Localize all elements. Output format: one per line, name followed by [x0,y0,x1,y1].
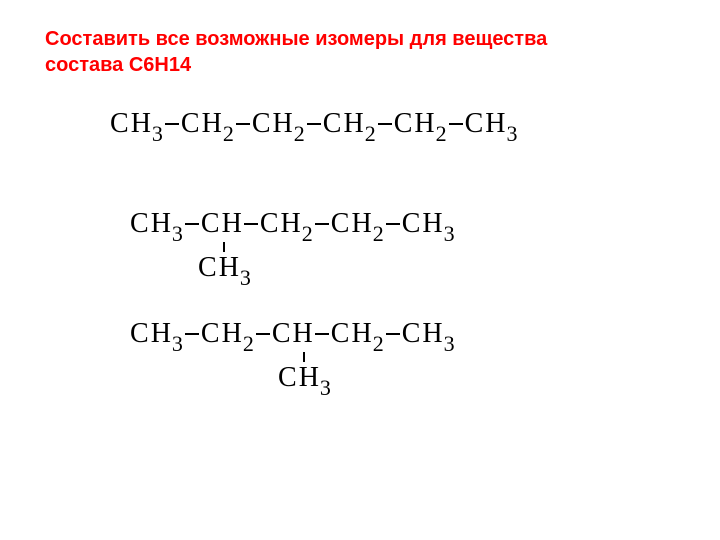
carbon: C [465,110,484,138]
hydrogen: H [222,210,242,238]
carbon: C [402,210,421,238]
subscript: 3 [507,123,518,145]
bond [185,333,199,335]
hydrogen: H [351,320,371,348]
subscript: 2 [373,333,384,355]
subscript: 3 [152,123,163,145]
ch-unit: CH [201,210,242,238]
bond [244,223,258,225]
carbon: C [278,364,297,392]
bond [185,223,199,225]
hydrogen: H [202,110,222,138]
subscript: 2 [365,123,376,145]
subscript: 3 [240,267,251,289]
bond [236,123,250,125]
carbon: C [260,210,279,238]
hydrogen: H [414,110,434,138]
page-title: Составить все возможные изомеры для веще… [45,26,547,78]
vertical-bond [223,242,225,252]
subscript: 2 [294,123,305,145]
title-line-1: Составить все возможные изомеры для веще… [45,26,547,52]
hydrogen: H [293,320,313,348]
carbon: C [252,110,271,138]
vertical-bond [303,352,305,362]
bond [165,123,179,125]
ch-unit: CH2 [394,110,447,138]
subscript: 2 [243,333,254,355]
branch-unit: CH3 [278,364,331,392]
bond [386,223,400,225]
ch-unit: CH3 [110,110,163,138]
formula-1: CH3 CH2 CH2 CH2 CH2 CH3 [110,110,518,138]
bond [378,123,392,125]
subscript: 2 [302,223,313,245]
branch: CH3 [278,352,331,392]
ch-unit: CH3 [465,110,518,138]
ch-unit: CH3 [130,320,183,348]
hydrogen: H [299,364,319,392]
branch-unit: CH3 [198,254,251,282]
carbon: C [272,320,291,348]
carbon: C [201,320,220,348]
hydrogen: H [222,320,242,348]
bond [256,333,270,335]
subscript: 2 [223,123,234,145]
hydrogen: H [281,210,301,238]
hydrogen: H [151,320,171,348]
ch-unit: CH2 [260,210,313,238]
carbon: C [181,110,200,138]
carbon: C [110,110,129,138]
hydrogen: H [422,320,442,348]
hydrogen: H [351,210,371,238]
carbon: C [394,110,413,138]
carbon: C [130,320,149,348]
ch-unit: CH [272,320,313,348]
title-line-2: состава С6Н14 [45,52,547,78]
ch-unit: CH3 [402,210,455,238]
carbon: C [323,110,342,138]
hydrogen: H [273,110,293,138]
subscript: 3 [444,223,455,245]
hydrogen: H [219,254,239,282]
hydrogen: H [485,110,505,138]
ch-unit: CH2 [331,210,384,238]
bond [449,123,463,125]
carbon: C [402,320,421,348]
hydrogen: H [343,110,363,138]
ch-unit: CH2 [323,110,376,138]
ch-unit: CH2 [201,320,254,348]
ch-unit: CH2 [181,110,234,138]
carbon: C [331,210,350,238]
subscript: 2 [436,123,447,145]
subscript: 3 [172,333,183,355]
formula-2: CH3CHCH2CH2CH3 [130,210,455,238]
bond [307,123,321,125]
subscript: 2 [373,223,384,245]
carbon: C [201,210,220,238]
subscript: 3 [172,223,183,245]
bond [315,223,329,225]
carbon: C [331,320,350,348]
ch-unit: CH3 [402,320,455,348]
carbon: C [198,254,217,282]
ch-unit: CH3 [130,210,183,238]
branch: CH3 [198,242,251,282]
hydrogen: H [151,210,171,238]
bond [315,333,329,335]
ch-unit: CH2 [252,110,305,138]
ch-unit: CH2 [331,320,384,348]
carbon: C [130,210,149,238]
formula-3: CH3CH2CHCH2CH3 [130,320,455,348]
subscript: 3 [444,333,455,355]
hydrogen: H [422,210,442,238]
bond [386,333,400,335]
hydrogen: H [131,110,151,138]
subscript: 3 [320,377,331,399]
